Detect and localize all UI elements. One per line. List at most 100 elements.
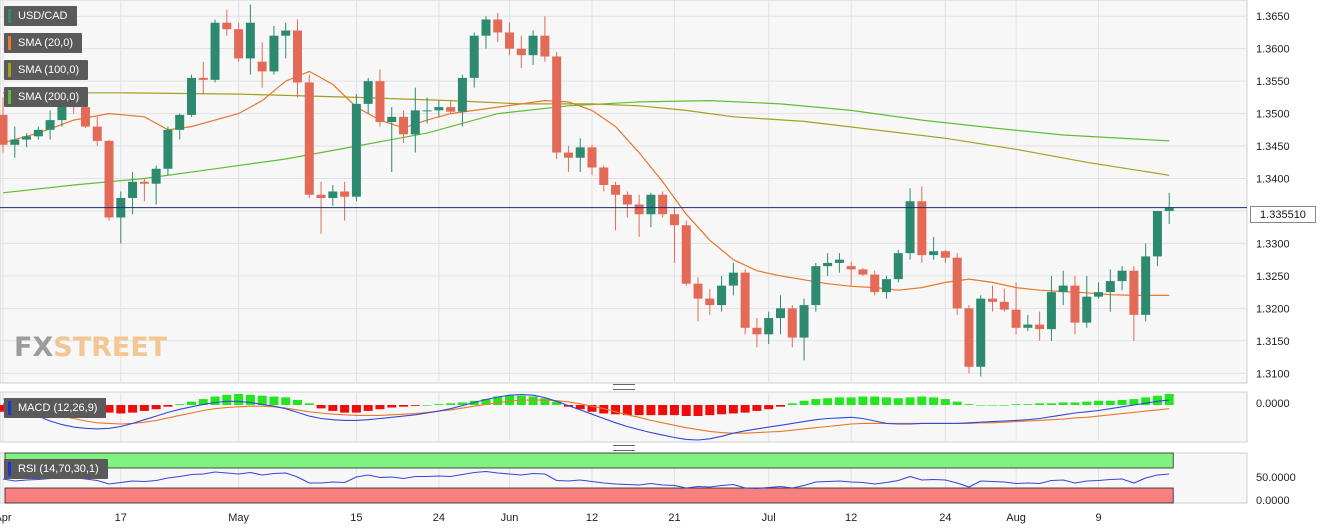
candle-body [269,35,279,72]
candle-body [669,214,679,226]
pane-resize-handle-main[interactable] [613,384,635,390]
macd-histogram-bar [269,396,279,405]
x-tick-label: 9 [1095,512,1101,524]
sma200-line [2,99,1170,194]
candle-body [0,114,8,145]
macd-histogram-bar [917,396,927,405]
candle-body [469,35,479,78]
legend-rsi[interactable]: RSI (14,70,30,1) [4,459,108,479]
candle-body [434,107,444,111]
candle-body [1070,285,1080,323]
macd-histogram-bar [575,405,585,410]
legend-sma20[interactable]: SMA (20,0) [4,33,83,53]
y-tick-label: 1.3400 [1256,174,1290,186]
candle-body [540,35,550,57]
y-tick-label: 1.3450 [1256,141,1290,153]
candle-body [893,253,903,280]
candle-body [210,22,220,80]
candle-body [587,147,597,168]
macd-histogram-bar [752,405,762,411]
legend-sma200[interactable]: SMA (200,0) [4,87,89,107]
legend-rsi-label: RSI (14,70,30,1) [18,463,99,475]
macd-histogram-bar [964,404,974,405]
rsi-overbought-zone [4,452,1174,469]
candle-body [198,77,208,80]
macd-histogram-bar [764,405,774,410]
macd-histogram-bar [340,405,350,413]
macd-histogram-bar [351,405,361,413]
macd-histogram-bar [163,405,173,407]
macd-histogram-bar [740,405,750,413]
macd-histogram-bar [622,405,632,416]
macd-histogram-bar [669,405,679,416]
y-tick-label: 1.3550 [1256,76,1290,88]
candle-body [764,318,774,335]
macd-histogram-bar [293,399,302,405]
y-tick-label: 1.3600 [1256,44,1290,56]
macd-line [2,394,1170,441]
macd-histogram-bar [1105,400,1115,405]
macd-histogram-bar [1152,395,1162,405]
pane-resize-handle-macd[interactable] [613,445,635,451]
rsi-line [2,470,1170,490]
candle-body [516,48,526,56]
y-tick-label: 1.3250 [1256,271,1290,283]
candle-body [1082,296,1092,323]
candle-body [399,116,409,135]
candle-body [33,129,43,137]
legend-sma100[interactable]: SMA (100,0) [4,60,89,80]
candle-body [1011,309,1021,328]
x-tick-label: Jul [762,512,776,524]
macd-histogram-bar [999,405,1009,406]
x-tick-label: Aug [1006,512,1026,524]
macd-histogram-bar [952,401,962,405]
candle-body [929,251,939,256]
candle-body [281,30,291,36]
candle-body [422,110,432,112]
candle-body [988,298,998,302]
candle-body [92,126,102,141]
candle-body [717,285,727,306]
legend-sma200-swatch [8,90,11,104]
legend-symbol-swatch [8,9,11,23]
x-tick-label: 24 [939,512,951,524]
macd-histogram-bar [1164,394,1174,405]
macd-histogram-bar [234,394,244,405]
legend-sma200-label: SMA (200,0) [18,91,80,103]
candle-body [128,181,138,198]
candle-body [375,81,385,123]
candle-body [163,129,173,169]
x-tick-label: May [228,512,249,524]
candle-body [481,19,491,36]
macd-histogram-bar [846,397,856,405]
candle-body [858,269,868,275]
macd-histogram-bar [540,398,550,405]
candle-body [563,152,573,158]
legend-macd[interactable]: MACD (12,26,9) [4,398,107,418]
candle-body [257,61,267,72]
legend-sma20-swatch [8,36,11,50]
macd-signal-line [2,398,1170,434]
x-tick-label: Apr [0,512,12,524]
x-tick-label: 21 [668,512,680,524]
candle-body [705,298,715,306]
legend-symbol[interactable]: USD/CAD [4,6,77,26]
candle-body [104,140,114,218]
macd-histogram-bar [1141,397,1151,405]
candle-body [728,272,738,286]
macd-histogram-bar [646,405,656,416]
candle-body [1141,256,1151,315]
candle-body [999,301,1009,310]
macd-histogram-bar [493,396,503,405]
macd-histogram-bar [834,397,844,405]
legend-macd-label: MACD (12,26,9) [18,402,98,414]
legend-rsi-swatch [8,462,11,476]
last-price-tag: 1.335510 [1250,206,1316,223]
candle-body [340,191,350,197]
macd-histogram-bar [245,394,255,405]
macd-histogram-bar [587,405,597,412]
candle-body [1152,210,1162,257]
macd-histogram-bar [858,396,868,405]
candle-body [882,279,891,293]
macd-histogram-bar [304,403,314,405]
